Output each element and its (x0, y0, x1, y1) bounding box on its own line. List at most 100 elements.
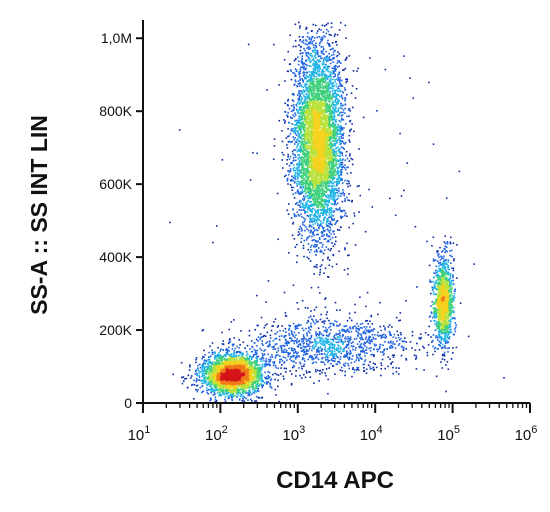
event-point (328, 164, 330, 167)
event-point (346, 80, 348, 82)
event-point (304, 43, 307, 45)
event-point (292, 157, 295, 159)
event-point (300, 213, 302, 216)
event-point (291, 127, 293, 130)
event-point (324, 145, 327, 147)
event-point (287, 100, 289, 102)
event-point (316, 32, 318, 34)
event-point (306, 80, 308, 82)
event-point (305, 67, 307, 69)
event-point (312, 226, 315, 229)
event-point (324, 133, 326, 135)
event-point (307, 175, 309, 177)
event-point (316, 224, 319, 226)
event-point (314, 222, 316, 225)
event-point (291, 189, 293, 191)
event-point (333, 70, 335, 73)
event-point (314, 24, 317, 27)
event-point (333, 230, 335, 232)
event-point (337, 74, 339, 76)
event-point (334, 137, 336, 140)
event-point (301, 138, 303, 140)
event-point (318, 237, 321, 239)
event-point (313, 179, 315, 181)
event-point (288, 171, 291, 173)
event-point (295, 45, 297, 48)
event-point (339, 121, 342, 123)
event-point (331, 171, 333, 174)
event-point (329, 133, 331, 136)
event-point (311, 93, 313, 96)
event-point (336, 229, 339, 231)
event-point (297, 120, 299, 123)
event-point (303, 68, 305, 71)
event-point (351, 199, 353, 202)
event-point (321, 144, 324, 146)
event-point (319, 123, 321, 125)
event-point (339, 207, 341, 209)
event-point (293, 107, 296, 109)
event-point (300, 96, 303, 99)
event-point (337, 79, 339, 81)
event-point (304, 204, 306, 206)
event-point (313, 182, 316, 184)
event-point (327, 256, 329, 259)
event-point (298, 193, 301, 195)
event-point (309, 90, 311, 92)
event-point (308, 188, 310, 191)
event-point (312, 160, 314, 162)
event-point (333, 170, 335, 173)
event-point (313, 37, 316, 39)
event-point (328, 128, 331, 130)
event-point (316, 139, 318, 141)
event-point (294, 75, 296, 77)
event-point (293, 124, 296, 126)
event-point (332, 136, 335, 139)
event-point (334, 124, 336, 127)
event-point (333, 203, 335, 206)
event-point (314, 95, 317, 98)
event-point (286, 209, 289, 212)
event-point (332, 190, 334, 193)
event-point (358, 148, 360, 150)
event-point (281, 130, 283, 132)
event-point (311, 133, 314, 135)
event-point (293, 138, 295, 141)
event-point (290, 178, 293, 181)
event-point (338, 80, 341, 83)
event-point (318, 108, 320, 110)
event-point (311, 208, 314, 210)
event-point (303, 156, 305, 159)
event-point (322, 61, 325, 63)
event-point (325, 74, 328, 76)
event-point (336, 139, 339, 142)
event-point (334, 223, 336, 225)
event-point (318, 85, 320, 88)
event-point (266, 89, 268, 91)
event-point (319, 151, 322, 154)
event-point (342, 109, 345, 111)
event-point (323, 67, 325, 69)
event-point (339, 159, 341, 162)
event-point (318, 216, 321, 219)
event-point (307, 229, 310, 232)
event-point (318, 55, 321, 57)
event-point (306, 47, 308, 50)
event-point (331, 174, 333, 177)
event-point (312, 97, 315, 99)
event-point (326, 103, 328, 106)
event-point (325, 148, 328, 150)
event-point (292, 100, 295, 102)
event-point (310, 149, 312, 151)
event-point (310, 89, 313, 91)
event-point (310, 205, 313, 207)
event-point (316, 206, 318, 208)
event-point (339, 153, 341, 155)
event-point (323, 71, 326, 73)
event-point (328, 80, 331, 83)
event-point (312, 73, 315, 76)
event-point (309, 140, 312, 142)
event-point (315, 219, 318, 221)
event-point (317, 247, 320, 249)
event-point (310, 147, 313, 149)
